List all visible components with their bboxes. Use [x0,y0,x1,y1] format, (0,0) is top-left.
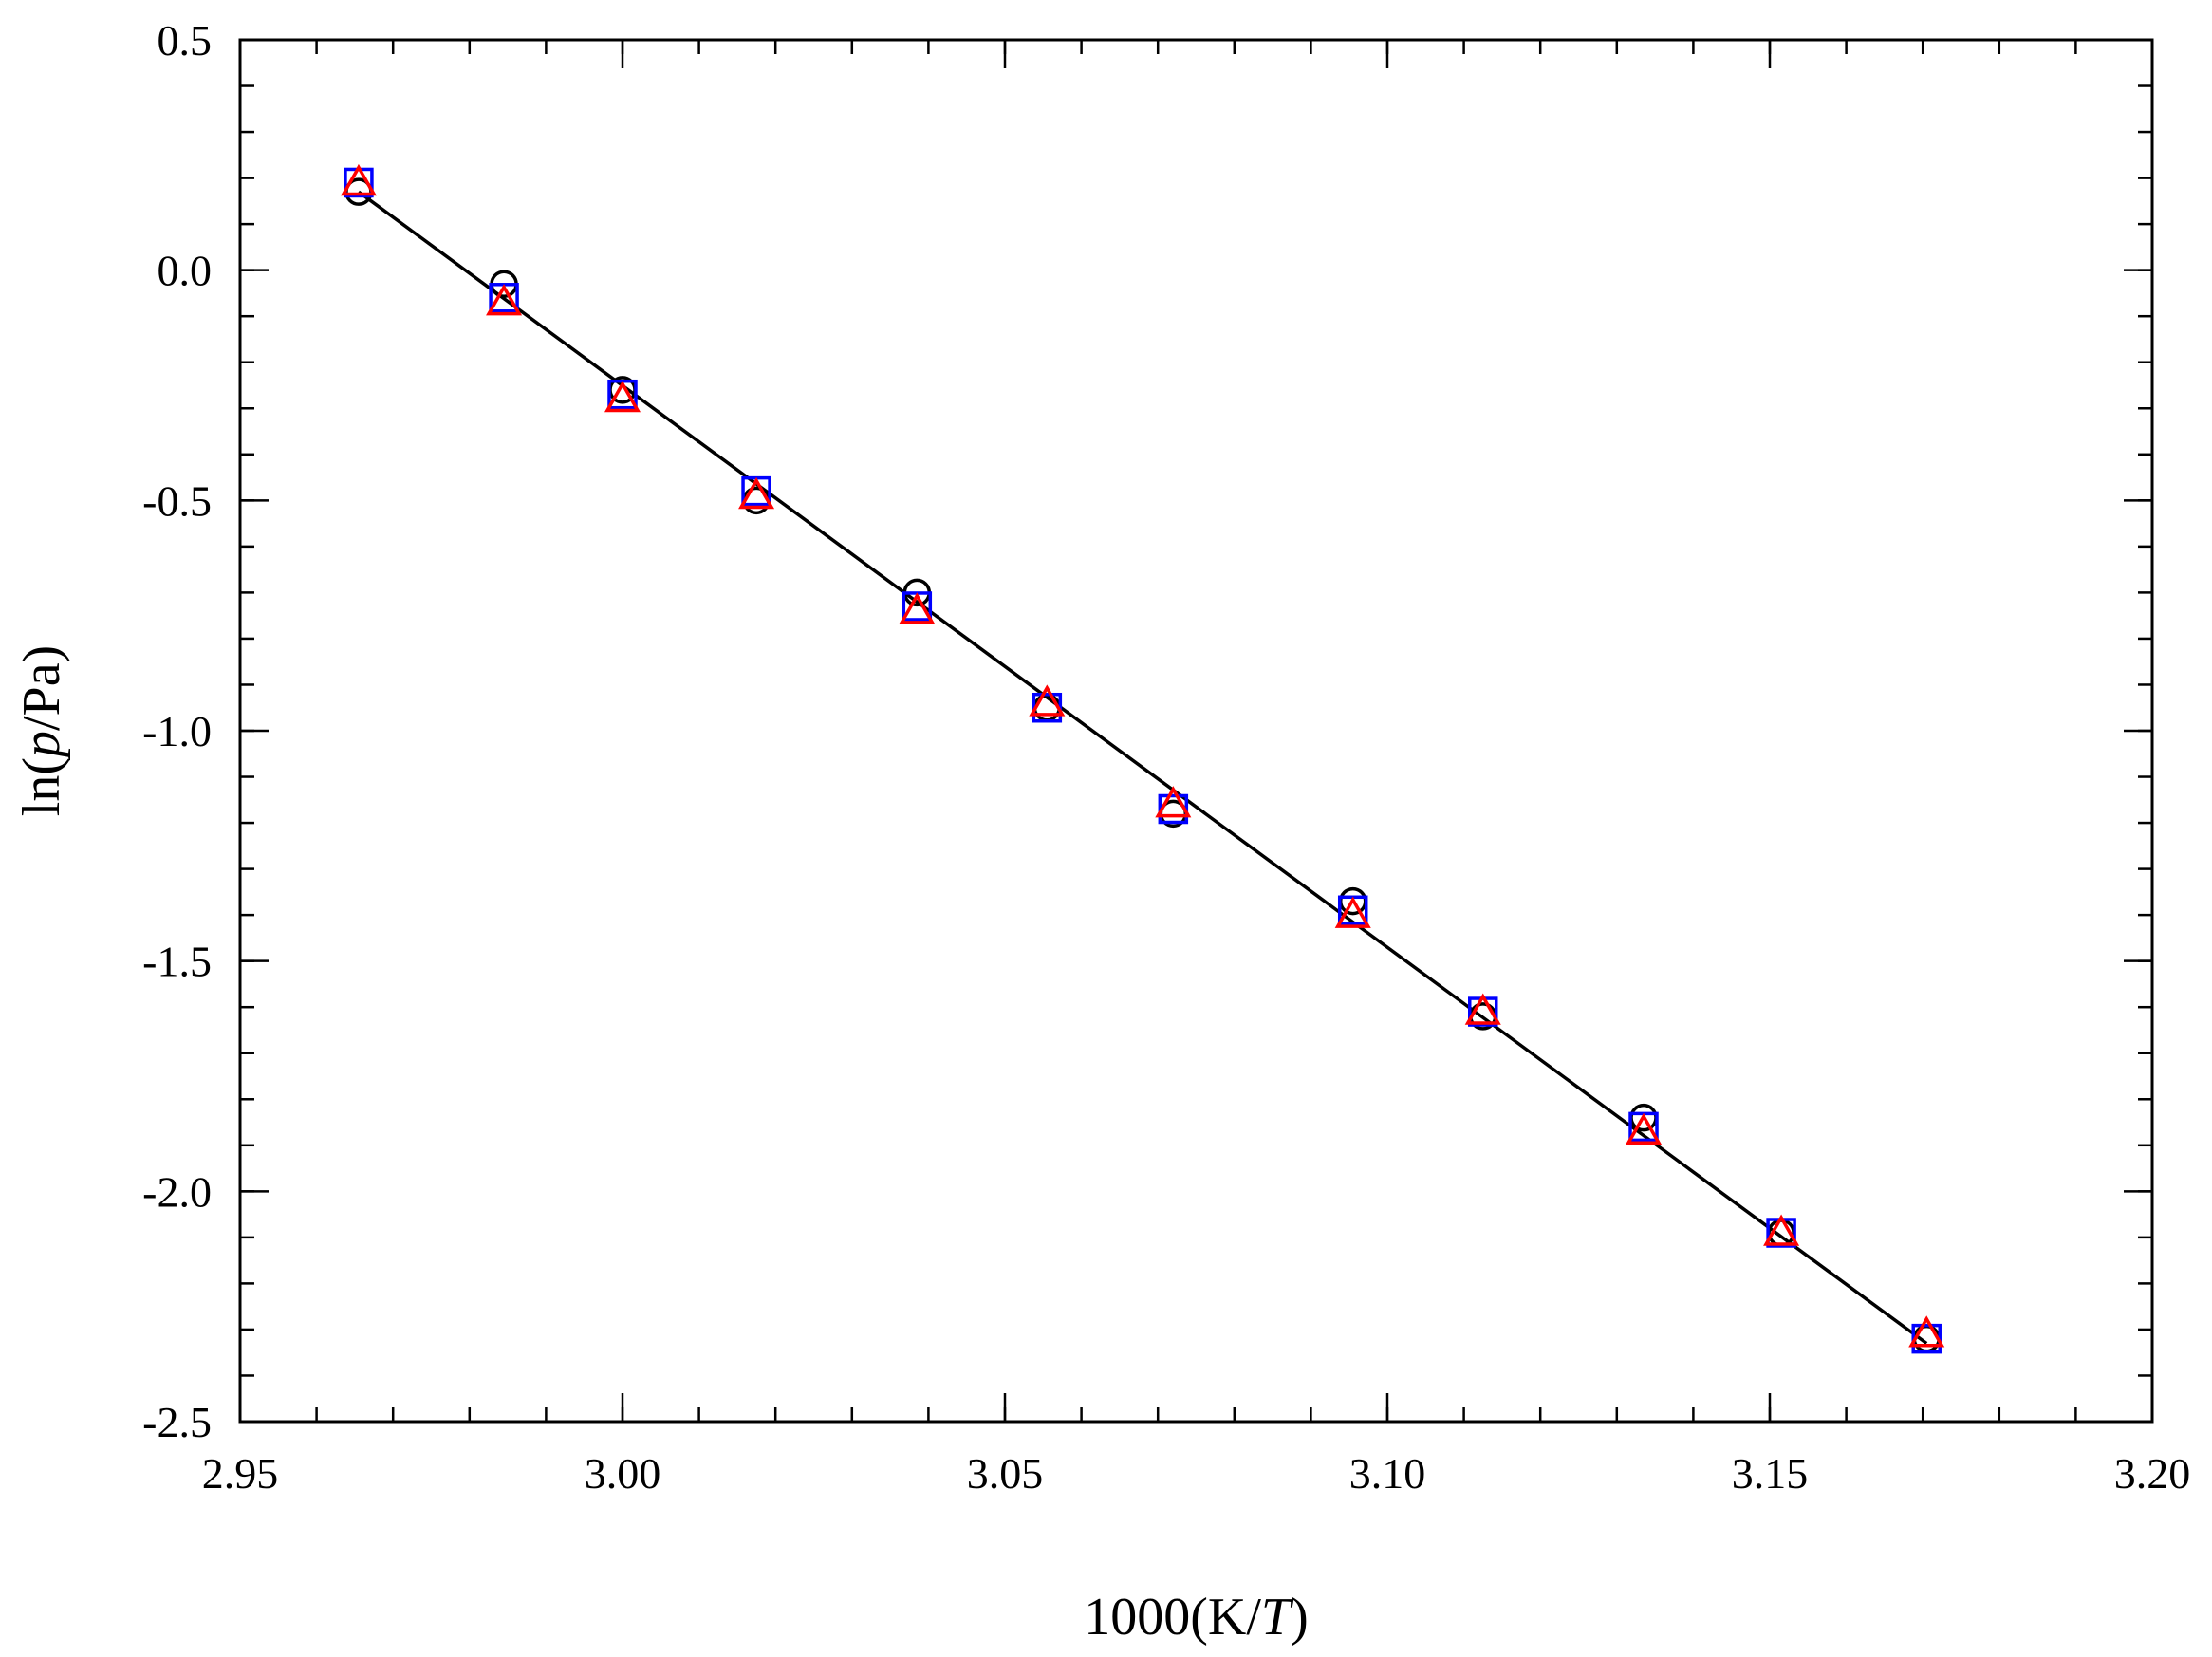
data-point-triangle [486,284,523,316]
x-tick-label: 3.20 [2114,1449,2191,1498]
data-points [340,163,1945,1354]
y-tick-label: -2.0 [142,1167,212,1216]
y-tick-label: -0.5 [142,476,212,525]
x-tick-label: 3.15 [1732,1449,1809,1498]
y-axis-title-post: /Pa) [12,645,71,731]
x-tick-labels: 2.95 3.00 3.05 3.10 3.15 3.20 [202,1449,2191,1498]
x-axis-title-post: ) [1291,1588,1309,1647]
x-axis-title: 1000(K/T) [1084,1588,1308,1647]
x-tick-label: 3.05 [967,1449,1044,1498]
y-tick-label: -1.0 [142,707,212,755]
data-point-triangle [1334,896,1371,928]
data-point-square [1032,692,1063,723]
y-tick-label: 0.0 [158,247,213,295]
data-point-triangle [1155,786,1192,818]
data-point-square [1158,793,1189,825]
minor-ticks [238,38,2154,1424]
data-point-triangle [738,476,775,510]
data-point-triangle [899,592,936,624]
x-tick-label: 3.00 [585,1449,661,1498]
data-point-square [1911,1323,1942,1354]
y-tick-labels: 0.5 0.0 -0.5 -1.0 -1.5 -2.0 -2.5 [142,16,212,1446]
data-point-triangle [1029,684,1066,717]
y-tick-label: -2.5 [142,1398,212,1446]
major-ticks [238,38,2154,1424]
y-axis-title-pre: ln( [12,757,71,816]
y-tick-label: -1.5 [142,938,212,986]
y-axis-title: ln(p/Pa) [12,645,71,816]
data-point-triangle [1908,1315,1945,1348]
data-point-triangle [604,381,641,413]
x-tick-label: 2.95 [202,1449,279,1498]
x-tick-label: 3.10 [1349,1449,1426,1498]
y-tick-label: 0.5 [158,16,213,65]
x-axis-title-italic: T [1261,1588,1294,1647]
data-point-triangle [1625,1112,1663,1145]
x-axis-title-pre: 1000(K/ [1084,1588,1261,1647]
fit-line [357,190,1928,1345]
data-point-triangle [1464,993,1501,1025]
plot-frame [238,38,2154,1424]
data-point-triangle [340,163,377,196]
fit-line-group [357,190,1928,1345]
data-point-circle [742,486,771,515]
data-point-triangle [1763,1214,1800,1246]
y-axis-title-italic: p [12,731,71,761]
